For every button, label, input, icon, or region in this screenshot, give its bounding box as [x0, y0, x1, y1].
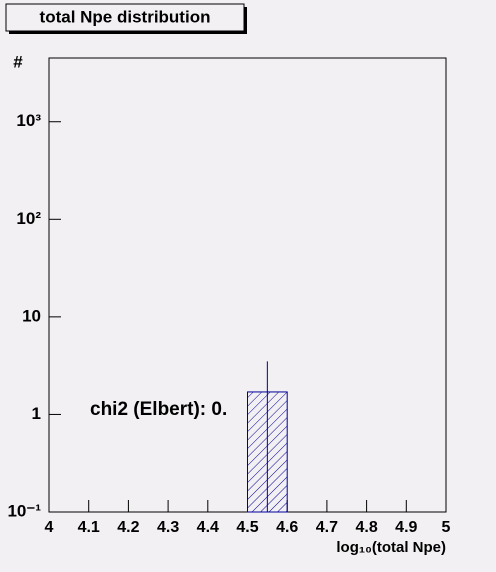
y-tick-label: 10⁻¹	[7, 501, 41, 520]
x-tick-label: 4.3	[157, 519, 179, 536]
x-tick-label: 4.7	[316, 519, 338, 536]
x-tick-label: 4.2	[117, 519, 139, 536]
x-tick-label: 4.5	[236, 519, 258, 536]
x-axis-label: log₁₀(total Npe)	[336, 539, 446, 556]
y-axis-label: #	[13, 52, 23, 71]
x-tick-label: 4	[45, 519, 54, 536]
y-tick-label: 10²	[16, 209, 41, 228]
y-tick-label: 1	[32, 404, 41, 423]
x-tick-label: 4.9	[395, 519, 417, 536]
annotation: chi2 (Elbert): 0.	[90, 399, 227, 420]
chart-title: total Npe distribution	[40, 7, 211, 26]
y-tick-label: 10	[22, 306, 41, 325]
x-tick-label: 4.6	[276, 519, 298, 536]
y-tick-label: 10³	[16, 111, 41, 130]
x-tick-label: 4.8	[355, 519, 377, 536]
x-tick-label: 5	[442, 519, 451, 536]
x-tick-label: 4.4	[197, 519, 219, 536]
title-box	[5, 3, 245, 32]
x-tick-label: 4.1	[78, 519, 100, 536]
